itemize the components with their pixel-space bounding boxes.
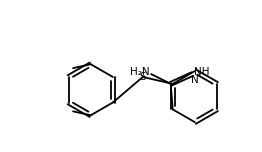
Text: N: N [191,75,199,85]
Text: NH: NH [194,67,210,77]
Text: S: S [139,72,146,82]
Text: H₂N: H₂N [129,67,149,77]
